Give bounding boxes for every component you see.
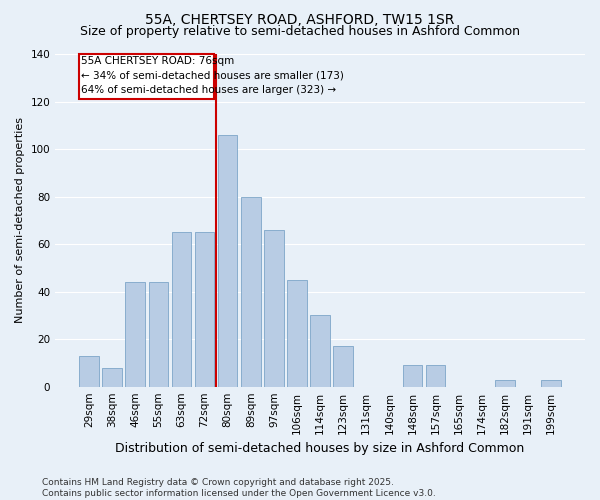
Bar <box>79 356 99 386</box>
Text: Contains HM Land Registry data © Crown copyright and database right 2025.
Contai: Contains HM Land Registry data © Crown c… <box>42 478 436 498</box>
Y-axis label: Number of semi-detached properties: Number of semi-detached properties <box>15 118 25 324</box>
Text: 64% of semi-detached houses are larger (323) →: 64% of semi-detached houses are larger (… <box>81 85 336 95</box>
Bar <box>241 196 260 386</box>
Bar <box>195 232 214 386</box>
Bar <box>334 346 353 387</box>
Bar <box>149 282 168 387</box>
Text: Size of property relative to semi-detached houses in Ashford Common: Size of property relative to semi-detach… <box>80 25 520 38</box>
Text: 55A CHERTSEY ROAD: 76sqm: 55A CHERTSEY ROAD: 76sqm <box>81 56 234 66</box>
X-axis label: Distribution of semi-detached houses by size in Ashford Common: Distribution of semi-detached houses by … <box>115 442 525 455</box>
Bar <box>79 54 214 99</box>
Bar <box>125 282 145 387</box>
Bar <box>264 230 284 386</box>
Text: ← 34% of semi-detached houses are smaller (173): ← 34% of semi-detached houses are smalle… <box>81 70 344 81</box>
Bar <box>310 316 330 386</box>
Bar <box>403 366 422 386</box>
Bar <box>541 380 561 386</box>
Bar <box>287 280 307 386</box>
Bar <box>218 135 238 386</box>
Bar <box>172 232 191 386</box>
Text: 55A, CHERTSEY ROAD, ASHFORD, TW15 1SR: 55A, CHERTSEY ROAD, ASHFORD, TW15 1SR <box>145 12 455 26</box>
Bar <box>495 380 515 386</box>
Bar <box>426 366 445 386</box>
Bar <box>103 368 122 386</box>
